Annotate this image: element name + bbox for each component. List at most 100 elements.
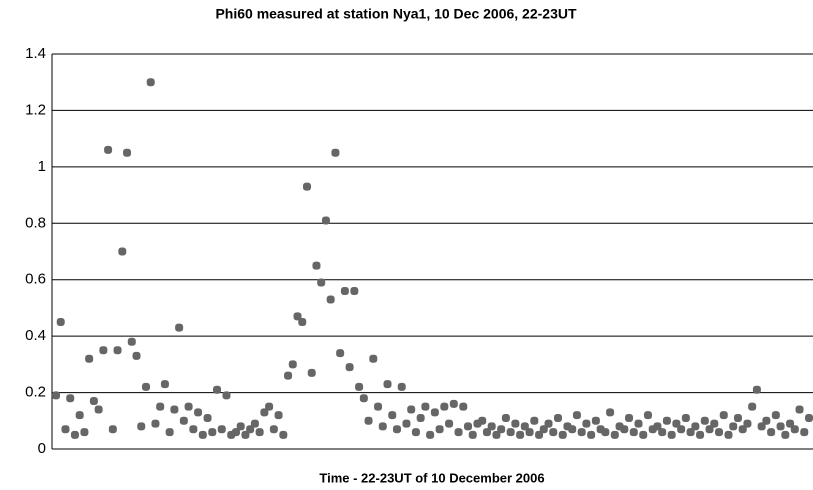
y-tick-label: 0.6 (25, 271, 46, 288)
scatter-point (175, 323, 184, 332)
scatter-point (715, 428, 724, 437)
scatter-point (113, 346, 122, 355)
scatter-point (752, 385, 761, 394)
scatter-point (208, 428, 217, 437)
scatter-point (132, 351, 141, 360)
scatter-point (402, 419, 411, 428)
scatter-point (738, 425, 747, 434)
scatter-point (610, 430, 619, 439)
scatter-point (246, 425, 255, 434)
scatter-point (350, 287, 359, 295)
scatter-point (52, 391, 60, 400)
scatter-point (733, 413, 742, 422)
scatter-point (118, 247, 127, 256)
y-tick-label: 0.4 (25, 327, 46, 344)
scatter-point (544, 419, 553, 428)
scatter-point (321, 216, 330, 225)
scatter-point (634, 419, 643, 428)
scatter-point (696, 430, 705, 439)
scatter-point (364, 416, 373, 425)
scatter-point (667, 430, 676, 439)
scatter-point (198, 430, 207, 439)
scatter-point (530, 416, 539, 425)
scatter-point (61, 425, 70, 434)
scatter-point (383, 380, 392, 389)
scatter-point (288, 360, 297, 369)
scatter-point (260, 408, 269, 417)
y-tick-label: 0.8 (25, 214, 46, 231)
scatter-point (255, 428, 264, 437)
scatter-point (104, 145, 113, 154)
scatter-point (786, 419, 795, 428)
scatter-point (426, 430, 435, 439)
scatter-point (355, 382, 364, 391)
scatter-point (70, 430, 79, 439)
scatter-point (800, 428, 809, 437)
scatter-point (459, 402, 468, 411)
scatter-point (790, 425, 799, 434)
scatter-point (345, 363, 354, 372)
scatter-point (677, 425, 686, 434)
scatter-point (274, 411, 283, 420)
scatter-point (587, 430, 596, 439)
scatter-point (440, 402, 449, 411)
scatter-point (805, 413, 813, 422)
scatter-point (506, 428, 515, 437)
y-tick-label: 1 (38, 158, 46, 175)
scatter-point (497, 425, 506, 434)
scatter-point (279, 430, 288, 439)
scatter-point (56, 318, 65, 327)
scatter-point (492, 430, 501, 439)
scatter-point (127, 337, 136, 346)
scatter-point (705, 425, 714, 434)
scatter-point (165, 428, 174, 437)
scatter-point (66, 394, 75, 403)
scatter-point (94, 405, 103, 414)
scatter-point (85, 354, 94, 363)
scatter-point (189, 425, 198, 434)
scatter-point (123, 148, 132, 157)
scatter-point (108, 425, 117, 434)
y-tick-label: 1.2 (25, 101, 46, 118)
y-tick-label: 1.4 (25, 45, 46, 62)
scatter-point (454, 428, 463, 437)
scatter-point (776, 422, 785, 431)
scatter-point (222, 391, 231, 400)
scatter-point (250, 419, 259, 428)
scatter-point (672, 419, 681, 428)
scatter-point (236, 422, 245, 431)
scatter-point (643, 411, 652, 420)
scatter-point (449, 399, 458, 408)
scatter-point (213, 385, 222, 394)
scatter-point (293, 312, 302, 321)
scatter-point (298, 318, 307, 327)
scatter-point (445, 419, 454, 428)
scatter-point (331, 148, 340, 157)
chart-title: Phi60 measured at station Nya1, 10 Dec 2… (215, 6, 577, 22)
scatter-point (653, 422, 662, 431)
scatter-point (681, 413, 690, 422)
scatter-point (781, 430, 790, 439)
scatter-point (421, 402, 430, 411)
scatter-point (700, 416, 709, 425)
scatter-point (359, 394, 368, 403)
scatter-point (378, 422, 387, 431)
scatter-point (265, 402, 274, 411)
scatter-point (501, 413, 510, 422)
scatter-point (194, 408, 203, 417)
scatter-point (388, 411, 397, 420)
scatter-point (80, 428, 89, 437)
scatter-point (307, 368, 316, 377)
scatter-point (606, 408, 615, 417)
scatter-point (629, 428, 638, 437)
scatter-point (146, 78, 155, 87)
scatter-point (303, 182, 311, 191)
scatter-point (411, 428, 420, 437)
scatter-point (160, 380, 169, 389)
scatter-point (686, 428, 695, 437)
scatter-point (151, 419, 160, 428)
scatter-point (795, 405, 804, 414)
scatter-point (719, 411, 728, 420)
scatter-point (572, 411, 581, 420)
scatter-point (336, 349, 345, 358)
